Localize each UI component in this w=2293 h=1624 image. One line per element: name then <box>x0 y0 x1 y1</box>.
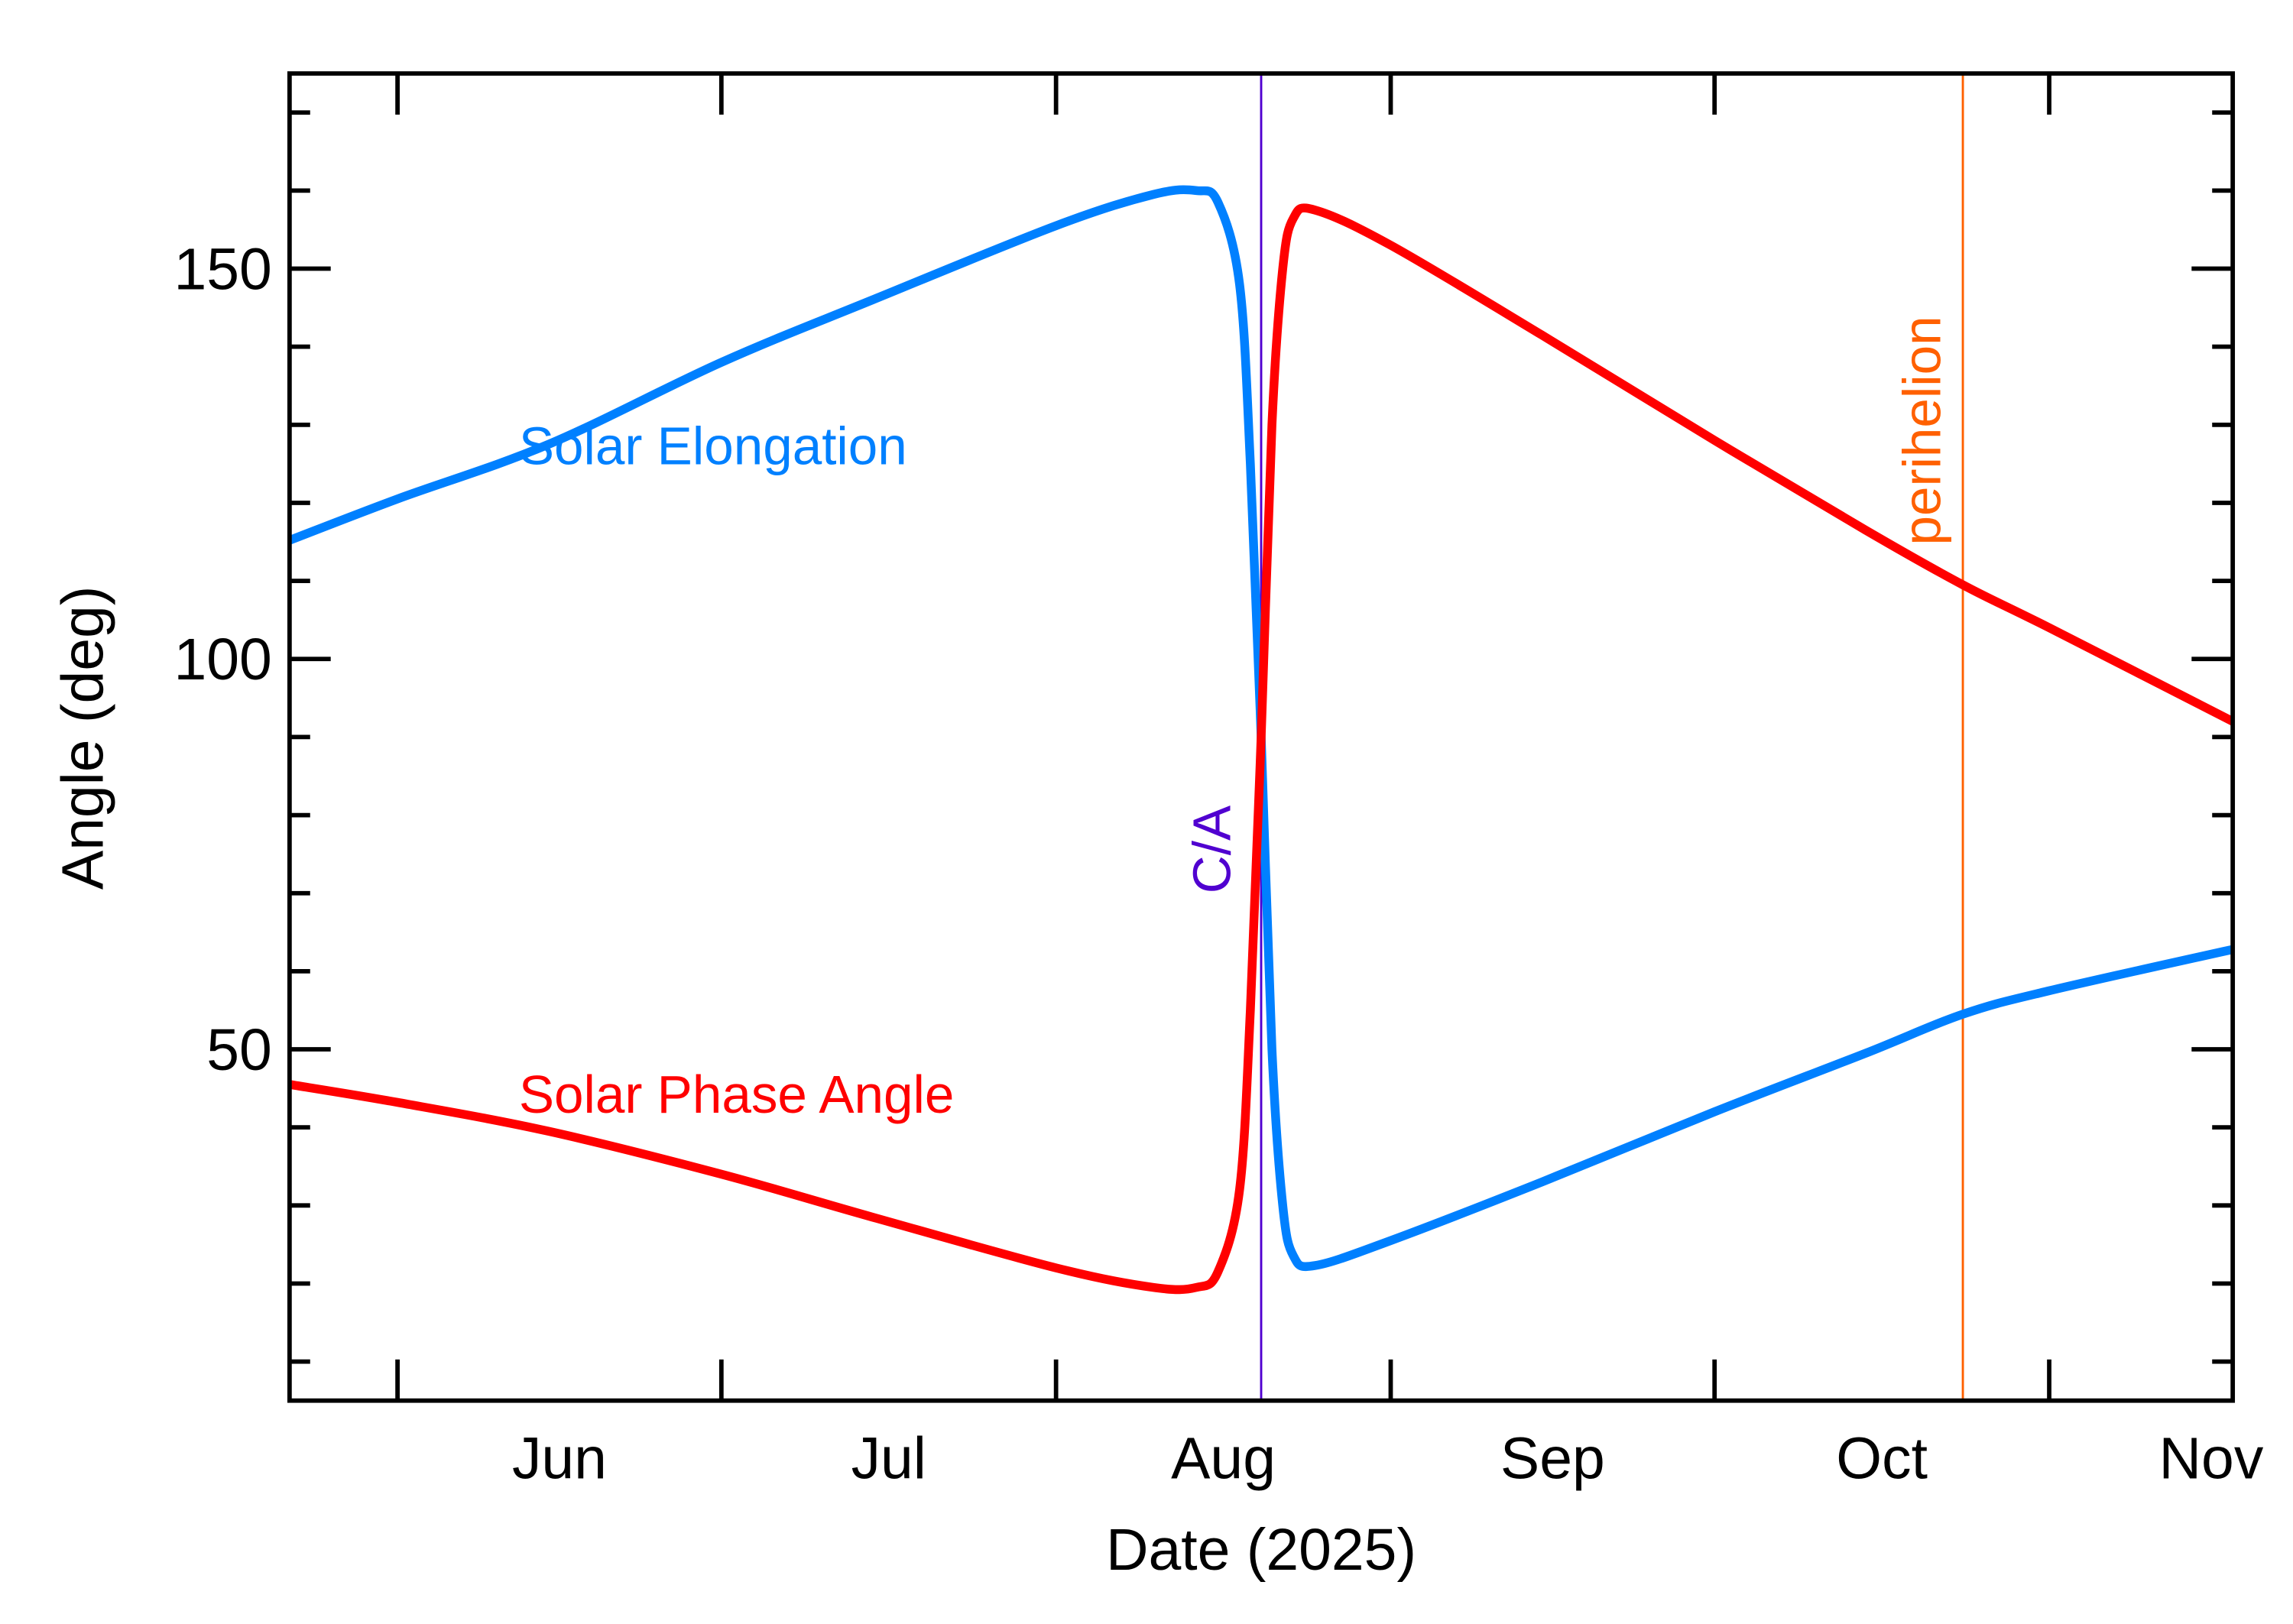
legend-solar-elongation: Solar Elongation <box>519 417 907 476</box>
x-tick-label: Nov <box>2159 1426 2264 1492</box>
x-tick-label: Aug <box>1171 1426 1276 1492</box>
y-tick-label: 50 <box>206 1017 272 1083</box>
axis-ticks <box>289 73 2233 1401</box>
perihelion-label: perihelion <box>1892 316 1951 545</box>
series-line-solar-phase-angle <box>288 203 2235 1295</box>
plot-frame <box>287 71 2236 1403</box>
x-tick-label: Jul <box>851 1426 926 1492</box>
series-lines <box>287 73 2235 1401</box>
y-tick-label: 150 <box>174 236 271 302</box>
x-tick-label: Oct <box>1836 1426 1928 1492</box>
ca-label: C/A <box>1182 805 1242 893</box>
y-tick-label: 100 <box>174 627 271 692</box>
y-axis-label: Angle (deg) <box>50 586 116 890</box>
x-tick-label: Jun <box>512 1426 607 1492</box>
x-axis-label: Date (2025) <box>1106 1517 1416 1583</box>
tick-labels: 50 100 150 Jun Jul Aug Sep Oct Nov <box>174 236 2263 1491</box>
x-tick-label: Sep <box>1500 1426 1605 1492</box>
legend-solar-phase-angle: Solar Phase Angle <box>519 1065 955 1124</box>
